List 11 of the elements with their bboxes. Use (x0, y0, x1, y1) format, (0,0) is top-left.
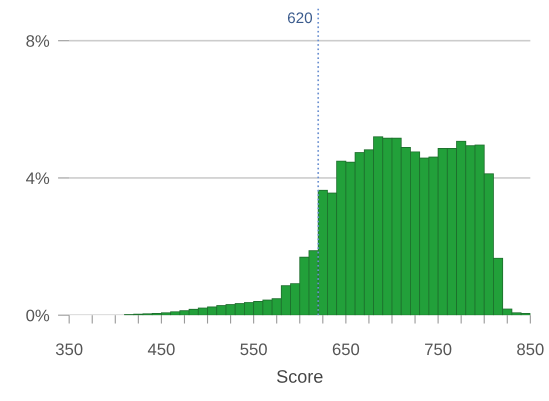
y-tick-label: 0% (26, 310, 50, 322)
x-tick-label: 350 (56, 343, 82, 356)
x-tick-label: 850 (517, 343, 544, 356)
x-tick-label: 450 (148, 343, 175, 356)
x-tick-label: 750 (425, 343, 452, 356)
x-axis-title: Score (276, 370, 323, 383)
y-tick-label: 4% (26, 172, 50, 184)
x-tick-label: 550 (240, 343, 267, 356)
ref-line-label: 620 (288, 12, 312, 24)
y-tick-label: 8% (26, 35, 50, 47)
x-tick-label: 650 (332, 343, 360, 356)
